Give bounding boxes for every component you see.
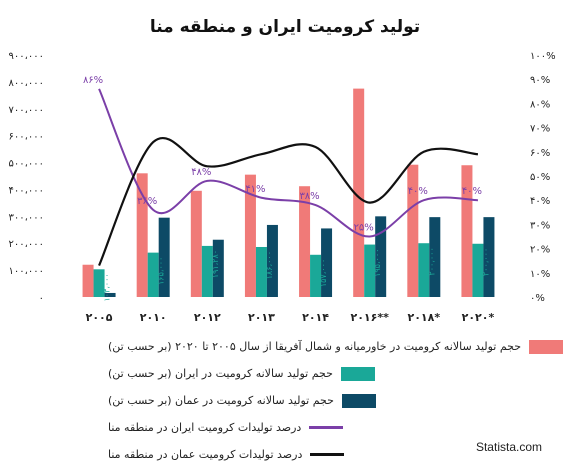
right-tick-label: ۷۰% bbox=[530, 124, 550, 135]
iran-share-line bbox=[98, 88, 478, 238]
left-tick-label: ۸۰۰،۰۰۰ bbox=[9, 78, 44, 89]
iran-share-value-label: ۲۵% bbox=[354, 223, 374, 234]
bar bbox=[299, 186, 311, 297]
bar bbox=[136, 173, 148, 297]
bar bbox=[375, 216, 387, 297]
chart-title: تولید کرومیت ایران و منطقه منا bbox=[150, 17, 420, 37]
left-tick-label: ۴۰۰،۰۰۰ bbox=[9, 185, 44, 196]
left-tick-label: ۵۰۰،۰۰۰ bbox=[9, 159, 44, 170]
line-group bbox=[98, 88, 479, 266]
right-tick-label: ۴۰% bbox=[530, 196, 550, 207]
left-tick-label: ۹۰۰،۰۰۰ bbox=[9, 51, 44, 62]
bar bbox=[190, 190, 202, 297]
bar bbox=[266, 224, 278, 297]
watermark: Statista.com bbox=[475, 440, 542, 454]
legend-label-iran-share: درصد تولیدات کرومیت ایران در منطقه منا bbox=[108, 421, 302, 434]
iran-share-value-label: ۴۱% bbox=[245, 184, 265, 195]
left-tick-label: ۲۰۰،۰۰۰ bbox=[9, 239, 44, 250]
bar bbox=[93, 269, 105, 297]
left-tick-label: ۰ bbox=[39, 293, 44, 304]
legend-item-oman-bar: حجم تولید سالانه کرومیت در عمان (بر حسب … bbox=[108, 387, 548, 414]
iran-share-value-label: ۴۰% bbox=[408, 186, 428, 197]
bar bbox=[407, 164, 419, 297]
legend-line-iran-share bbox=[309, 426, 344, 429]
bar bbox=[321, 228, 333, 297]
right-tick-label: ۳۰% bbox=[530, 220, 550, 231]
right-tick-label: ۱۰% bbox=[530, 269, 550, 280]
bar bbox=[147, 252, 159, 297]
x-tick-label: ۲۰۱۸* bbox=[408, 311, 441, 324]
left-tick-label: ۶۰۰،۰۰۰ bbox=[9, 132, 44, 143]
iran-bar-value-label: ۱۵۷،۰۰۰ bbox=[319, 259, 328, 287]
legend: حجم تولید سالانه کرومیت در خاورمیانه و ش… bbox=[108, 333, 564, 468]
bar bbox=[472, 243, 484, 297]
legend-item-oman-line: درصد تولیدات کرومیت عمان در منطقه منا bbox=[108, 441, 548, 468]
right-tick-label: ۰% bbox=[530, 293, 545, 304]
right-tick-label: ۵۰% bbox=[530, 172, 550, 183]
x-tick-label: ۲۰۱۶** bbox=[351, 311, 390, 324]
right-tick-label: ۶۰% bbox=[530, 148, 550, 159]
x-axis: ۲۰۰۵ ۲۰۱۰ ۲۰۱۲ ۲۰۱۳ ۲۰۱۴ ۲۰۱۶** ۲۰۱۸* ۲۰۲۰* bbox=[86, 311, 495, 324]
legend-item-iran-bar: حجم تولید سالانه کرومیت در ایران (بر حسب… bbox=[108, 360, 548, 387]
bar bbox=[429, 217, 441, 297]
legend-swatch-mena bbox=[529, 339, 564, 354]
left-tick-label: ۳۰۰،۰۰۰ bbox=[9, 212, 44, 223]
x-tick-label: ۲۰۱۰ bbox=[140, 311, 167, 324]
iran-bar-value-label: ۱۹۵،۰۰۰ bbox=[373, 249, 382, 277]
legend-label-mena: حجم تولید سالانه کرومیت در خاورمیانه و ش… bbox=[108, 340, 522, 353]
right-tick-label: ۲۰% bbox=[530, 245, 550, 256]
x-tick-label: ۲۰۱۳ bbox=[248, 311, 275, 324]
iran-bar-value-label: ۱۹۱،۲۸۰ bbox=[211, 250, 220, 278]
iran-share-value-label: ۸۶% bbox=[83, 75, 103, 86]
legend-line-oman-share bbox=[310, 453, 345, 456]
legend-item-iran-line: درصد تولیدات کرومیت ایران در منطقه منا bbox=[108, 414, 548, 441]
right-tick-label: ۹۰% bbox=[530, 75, 550, 86]
iran-bar-value-label: ۱۰۳،۰۰۰ bbox=[103, 273, 112, 301]
iran-share-value-label: ۳۶% bbox=[137, 196, 157, 207]
iran-bar-value-label: ۱۶۵،۰۰۰ bbox=[157, 257, 166, 285]
left-axis: ۰ ۱۰۰،۰۰۰ ۲۰۰،۰۰۰ ۳۰۰،۰۰۰ ۴۰۰،۰۰۰ ۵۰۰،۰۰۰ ۶۰۰،… bbox=[9, 51, 44, 304]
iran-share-value-label: ۴۰% bbox=[462, 186, 482, 197]
x-tick-label: ۲۰۲۰* bbox=[462, 311, 495, 324]
x-tick-label: ۲۰۱۲ bbox=[194, 311, 221, 324]
bar bbox=[255, 246, 267, 297]
bar bbox=[353, 88, 365, 297]
x-tick-label: ۲۰۱۴ bbox=[302, 311, 329, 324]
right-tick-label: ۸۰% bbox=[530, 99, 550, 110]
legend-label-oman: حجم تولید سالانه کرومیت در عمان (بر حسب … bbox=[108, 394, 334, 407]
bar bbox=[244, 174, 256, 297]
bar bbox=[158, 217, 170, 297]
left-tick-label: ۱۰۰،۰۰۰ bbox=[9, 266, 44, 277]
bar bbox=[483, 217, 495, 297]
right-tick-label: ۱۰۰% bbox=[530, 51, 556, 62]
oman-share-line bbox=[98, 137, 479, 266]
iran-bar-value-label: ۲۰۰،۰۰۰ bbox=[427, 247, 436, 275]
iran-share-value-label: ۴۸% bbox=[191, 167, 211, 178]
legend-label-oman-share: درصد تولیدات کرومیت عمان در منطقه منا bbox=[108, 448, 303, 461]
right-axis: ۰% ۱۰% ۲۰% ۳۰% ۴۰% ۵۰% ۶۰% ۷۰% ۸۰% ۹۰% ۱۰۰% bbox=[530, 51, 556, 304]
bar bbox=[364, 244, 376, 297]
legend-item-mena-bar: حجم تولید سالانه کرومیت در خاورمیانه و ش… bbox=[108, 333, 564, 360]
legend-label-iran: حجم تولید سالانه کرومیت در ایران (بر حسب… bbox=[108, 367, 333, 380]
iran-share-value-label: ۳۸% bbox=[299, 191, 319, 202]
iran-bar-value-label: ۲۰۰،۰۰۰ bbox=[481, 248, 490, 276]
x-tick-label: ۲۰۰۵ bbox=[86, 311, 113, 324]
bar bbox=[82, 264, 94, 297]
bar-group bbox=[82, 88, 495, 297]
bar bbox=[104, 292, 116, 297]
bar bbox=[212, 239, 224, 297]
iran-bar-value-label: ۱۸۶،۰۰۰ bbox=[265, 251, 274, 279]
data-labels: ۱۰۳،۰۰۰ ۱۶۵،۰۰۰ ۱۹۱،۲۸۰ ۱۸۶،۰۰۰ ۱۵۷،۰۰۰ ۱۹۵،۰… bbox=[83, 75, 491, 302]
legend-swatch-oman bbox=[341, 393, 376, 408]
bar bbox=[418, 243, 430, 297]
left-tick-label: ۷۰۰،۰۰۰ bbox=[9, 105, 44, 116]
bar bbox=[461, 165, 473, 297]
bar bbox=[201, 245, 213, 297]
bar bbox=[310, 254, 322, 297]
legend-swatch-iran bbox=[340, 366, 375, 381]
